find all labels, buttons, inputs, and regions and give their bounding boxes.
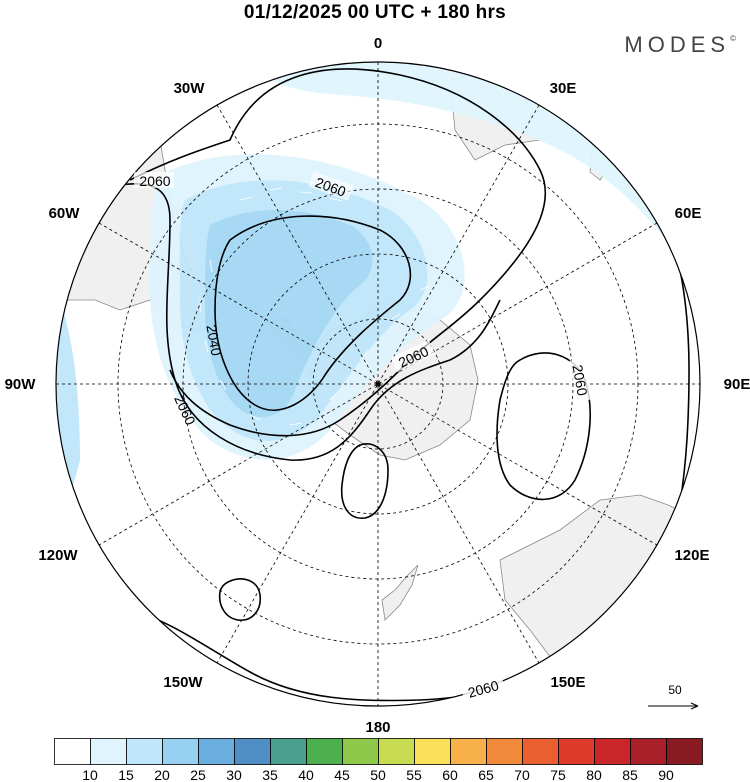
lon-label-30w: 30W: [174, 80, 206, 97]
lon-label-120e: 120E: [674, 547, 709, 564]
colorbar-swatch-11: [450, 738, 487, 765]
lon-label-120w: 120W: [38, 547, 78, 564]
colorbar-label-55: 55: [406, 767, 422, 782]
new-zealand-land: [381, 564, 419, 621]
brand-name: MODES: [624, 32, 731, 57]
lon-label-90e: 90E: [724, 376, 750, 393]
colorbar-label-90: 90: [658, 767, 674, 782]
map-title: 01/12/2025 00 UTC + 180 hrs: [243, 2, 507, 23]
colorbar-label-65: 65: [478, 767, 494, 782]
colorbar: 10 15 20 25 30 35 40 45 50 55 60 65 70 75 80 85 90: [54, 738, 703, 782]
polar-map: 0 30E 60E 90E 120E 150E 180 150W 120W 90…: [5, 35, 750, 735]
reference-vector-label: 50: [668, 683, 682, 697]
colorbar-label-85: 85: [622, 767, 638, 782]
wind-vectors: [199, 187, 431, 426]
colorbar-swatch-7: [306, 738, 343, 765]
lon-label-180: 180: [365, 719, 390, 735]
lon-label-30e: 30E: [550, 80, 577, 97]
colorbar-swatch-4: [198, 738, 235, 765]
contour-label-2060-f: 2060: [466, 677, 500, 701]
colorbar-swatch-3: [162, 738, 199, 765]
map-border: [55, 61, 701, 707]
contour-label-2040: 2040: [203, 323, 224, 357]
contour-2060-ross: [340, 443, 389, 519]
colorbar-swatch-17: [666, 738, 703, 765]
colorbar-label-20: 20: [154, 767, 170, 782]
colorbar-swatch-9: [378, 738, 415, 765]
colorbar-swatch-10: [414, 738, 451, 765]
colorbar-label-80: 80: [586, 767, 602, 782]
colorbar-swatch-8: [342, 738, 379, 765]
colorbar-swatch-1: [90, 738, 127, 765]
western-wind-fringe: [56, 260, 80, 540]
colorbar-swatch-13: [522, 738, 559, 765]
colorbar-swatch-5: [234, 738, 271, 765]
colorbar-label-75: 75: [550, 767, 566, 782]
contour-label-2060-e: 2060: [569, 363, 590, 397]
colorbar-label-10: 10: [82, 767, 98, 782]
colorbar-label-30: 30: [226, 767, 242, 782]
graticule: [56, 62, 700, 706]
colorbar-swatch-6: [270, 738, 307, 765]
lon-label-150e: 150E: [550, 674, 585, 691]
colorbar-swatch-14: [558, 738, 595, 765]
contour-2060-north: [129, 68, 546, 437]
contour-label-2060-a: 2060: [139, 173, 170, 189]
lon-label-150w: 150W: [163, 674, 203, 691]
contour-2060-east: [669, 269, 690, 561]
australia-land: [499, 494, 700, 681]
colorbar-swatch-0: [54, 738, 91, 765]
colorbar-label-40: 40: [298, 767, 314, 782]
colorbar-label-50: 50: [370, 767, 386, 782]
lon-label-60w: 60W: [49, 205, 81, 222]
jet-band-strong: [205, 210, 373, 417]
colorbar-label-70: 70: [514, 767, 530, 782]
colorbar-label-25: 25: [190, 767, 206, 782]
colorbar-swatch-15: [594, 738, 631, 765]
longitude-labels: 0 30E 60E 90E 120E 150E 180 150W 120W 90…: [5, 35, 750, 735]
arrow-right-icon: [690, 702, 699, 710]
lon-label-60e: 60E: [675, 205, 702, 222]
copyright-mark: ©: [730, 34, 736, 43]
lon-label-0: 0: [374, 35, 382, 52]
colorbar-label-35: 35: [262, 767, 278, 782]
south-pole-marker: [375, 381, 381, 387]
contour-2060-pacific: [218, 578, 262, 621]
colorbar-swatch-12: [486, 738, 523, 765]
map-content: [56, 62, 700, 702]
colorbar-swatch-16: [630, 738, 667, 765]
contour-2040: [214, 215, 412, 411]
reference-vector: 50: [648, 683, 699, 710]
contour-2060-south: [119, 183, 501, 461]
colorbar-label-60: 60: [442, 767, 458, 782]
lon-label-90w: 90W: [5, 376, 37, 393]
colorbar-label-15: 15: [118, 767, 134, 782]
brand-logo: MODES©: [624, 32, 736, 58]
colorbar-label-45: 45: [334, 767, 350, 782]
colorbar-swatch-2: [126, 738, 163, 765]
northern-wind-fringe: [250, 62, 700, 270]
